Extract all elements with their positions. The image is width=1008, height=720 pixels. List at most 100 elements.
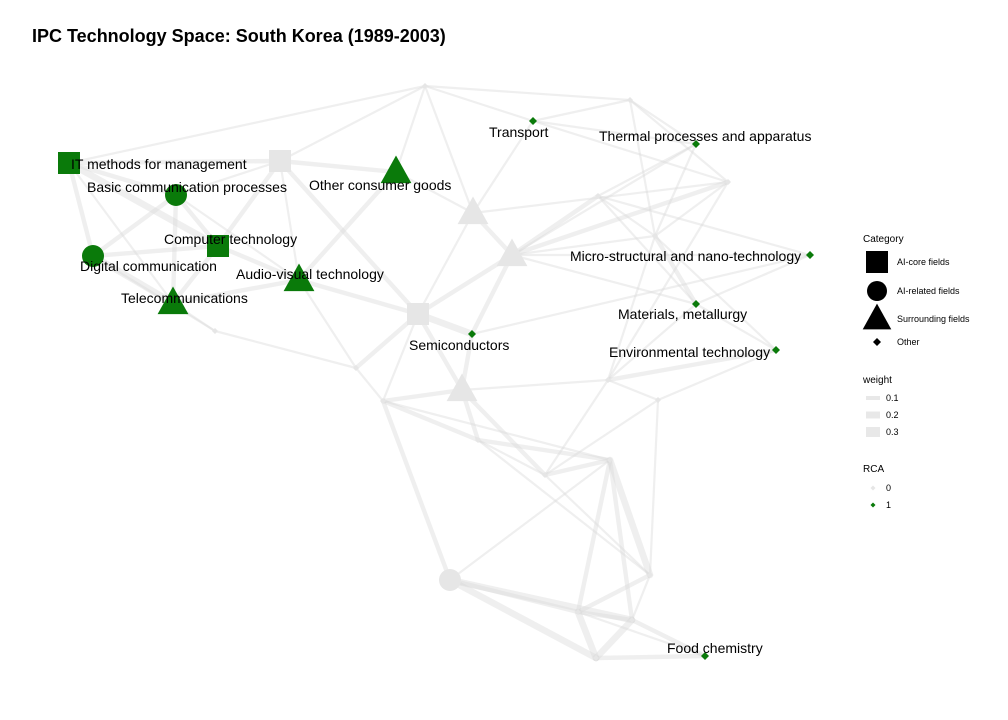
edge-g21-g22 [575, 609, 635, 623]
edge-avt-g13 [297, 278, 358, 370]
node-g19-diamond-marker [655, 397, 661, 403]
edge-tr-tpa [531, 119, 698, 146]
legend-category-label: Other [897, 337, 920, 347]
node-label-env: Environmental technology [609, 344, 770, 360]
edge-g3-g9 [510, 234, 657, 257]
edge-avt-ocg [296, 169, 399, 283]
node-g11-diamond-marker [422, 83, 428, 89]
legend-weight-swatch [866, 396, 880, 400]
edge-it-bcp [66, 160, 179, 198]
edge-semi-g3 [469, 252, 515, 337]
edge-g2-tr [471, 119, 535, 215]
node-msn-diamond-marker [806, 251, 814, 259]
edge-tr-g7 [531, 98, 632, 123]
edge-tpa-g9 [653, 142, 698, 238]
node-g14-diamond-marker [212, 328, 218, 334]
edge-ct-dc [90, 243, 221, 259]
node-label-mm: Materials, metallurgy [618, 306, 747, 322]
legend-category-label: AI-core fields [897, 257, 950, 267]
legend-weight-swatch [866, 427, 880, 437]
edge-g7-g9 [628, 98, 657, 238]
legend-weight-title: weight [862, 375, 892, 386]
edge-dc-g14 [91, 254, 217, 333]
node-label-ct: Computer technology [164, 231, 297, 247]
edge-ct-avt [215, 243, 302, 283]
node-label-tel: Telecommunications [121, 290, 248, 306]
edge-it-tel [67, 161, 175, 305]
edge-g10-g17 [543, 378, 610, 477]
edge-g9-mm [652, 233, 699, 307]
legend-square-icon [866, 251, 888, 273]
edge-g4-g5 [415, 311, 465, 393]
edge-g11-ocg [394, 84, 427, 174]
legend-rca-label: 0 [886, 483, 891, 493]
legend-category-label: AI-related fields [897, 286, 960, 296]
edge-g10-mm [606, 302, 698, 382]
legend-weight-label: 0.3 [886, 427, 899, 437]
node-semi-diamond-marker [468, 330, 476, 338]
node-g20-diamond-marker [647, 572, 653, 578]
edge-g8-g9 [596, 194, 657, 238]
edge-bcp-dc [90, 192, 179, 259]
node-g3-triangle-marker [496, 238, 528, 267]
node-label-avt: Audio-visual technology [236, 266, 384, 282]
node-g1-square-marker [269, 150, 291, 172]
edge-env-g19 [656, 348, 778, 402]
edge-g17-g18 [542, 457, 613, 478]
edge-g10-env [605, 347, 779, 383]
edge-g3-mm [510, 253, 698, 306]
legend-category-title: Category [863, 234, 904, 245]
edge-g1-ocg [277, 158, 399, 175]
node-label-tpa: Thermal processes and apparatus [599, 128, 811, 144]
edge-g6-g22 [446, 576, 636, 624]
node-ct-square-marker [207, 235, 229, 257]
node-g16-diamond-marker [475, 437, 481, 443]
node-ocg-triangle-marker [380, 155, 412, 184]
legend-rca-label: 1 [886, 500, 891, 510]
edge-g11-g7 [423, 84, 632, 102]
edge-g15-g16 [380, 398, 481, 443]
node-tr-diamond-marker [529, 117, 537, 125]
edge-g4-g3 [415, 252, 515, 317]
edge-it-g11 [67, 84, 427, 165]
legend-rca-diamond-icon [870, 485, 876, 491]
node-mm-diamond-marker [692, 300, 700, 308]
edge-g15-g6 [380, 398, 453, 583]
edge-g23-food [593, 653, 708, 661]
edge-g15-g18 [381, 399, 612, 462]
edge-g22-food [629, 617, 708, 659]
edge-g1-g11 [278, 84, 427, 163]
edge-g18-g22 [607, 457, 635, 623]
node-dc-circle-marker [82, 245, 104, 267]
edge-g18-g6 [448, 458, 612, 582]
node-label-ocg: Other consumer goods [309, 177, 451, 193]
edge-g7-g12 [628, 98, 730, 184]
legend-category-label: Surrounding fields [897, 314, 970, 324]
node-g21-diamond-marker [575, 609, 581, 615]
node-g9-diamond-marker [652, 233, 658, 239]
edge-g10-g19 [606, 378, 660, 402]
node-g2-triangle-marker [457, 196, 489, 225]
edge-g16-g18 [475, 437, 613, 463]
legend-rca-diamond-icon [870, 502, 876, 508]
edge-g1-g4 [277, 158, 421, 317]
labels-layer: IT methods for management Basic communica… [71, 124, 811, 656]
node-it-square-marker [58, 152, 80, 174]
edge-tpa-g8 [596, 142, 698, 198]
legend-circle-icon [867, 281, 887, 301]
edge-g6-g23 [446, 576, 600, 662]
edge-bcp-tel [170, 192, 179, 306]
node-g17-diamond-marker [542, 472, 548, 478]
node-g22-diamond-marker [629, 617, 635, 623]
edge-avt-g1 [278, 159, 301, 282]
node-label-semi: Semiconductors [409, 337, 509, 353]
edge-it-g1 [66, 158, 283, 166]
node-label-dc: Digital communication [80, 258, 217, 274]
edge-semi-msn [470, 253, 812, 336]
edge-g17-g19 [543, 398, 660, 477]
edge-g4-g15 [381, 312, 420, 403]
edge-g9-env [653, 234, 778, 352]
node-g6-circle-marker [439, 569, 461, 591]
